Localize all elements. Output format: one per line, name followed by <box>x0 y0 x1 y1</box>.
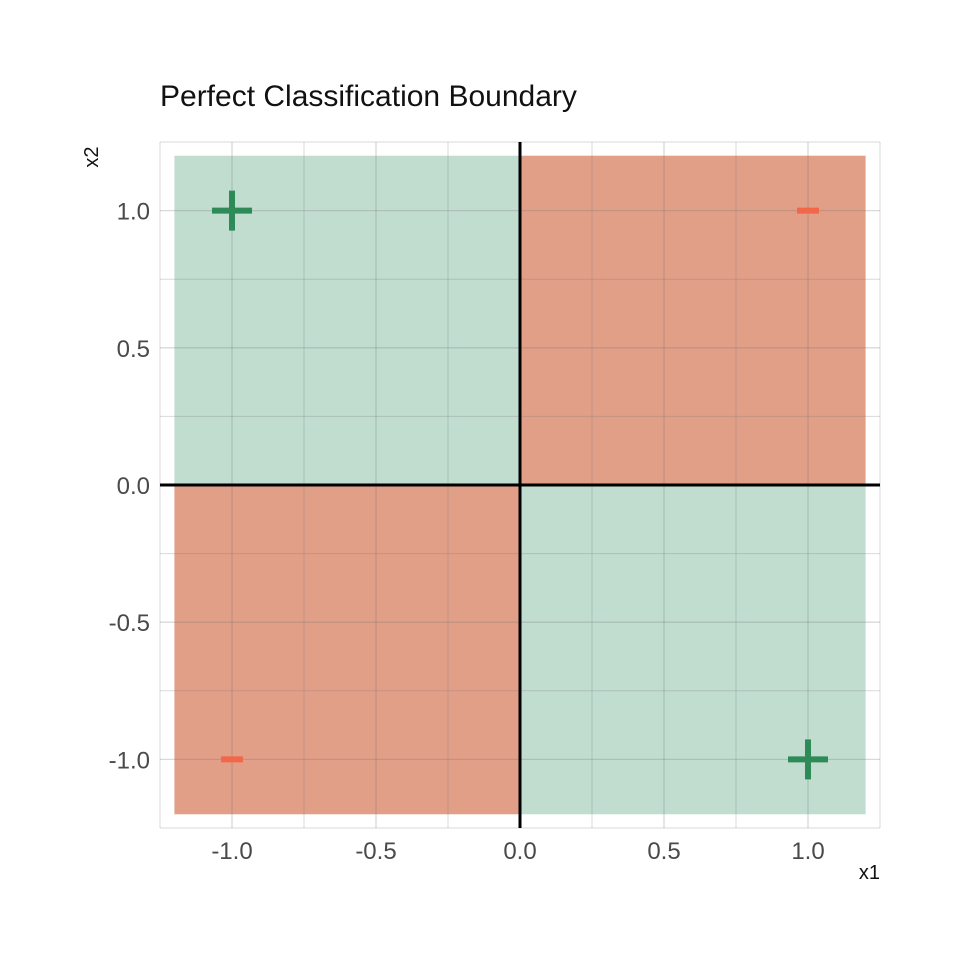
x-tick-label: -0.5 <box>355 838 396 865</box>
y-tick-label: 0.0 <box>117 473 150 500</box>
x-tick-label: 0.5 <box>647 838 680 865</box>
x-tick-label-layer: -1.0 -0.5 0.0 0.5 1.0 <box>211 838 824 865</box>
x-axis-title: x1 <box>859 862 880 884</box>
point-positive-3 <box>788 739 828 780</box>
region-negative-1 <box>520 155 866 485</box>
point-layer <box>212 190 828 780</box>
region-positive-3 <box>520 485 866 815</box>
chart-title: Perfect Classification Boundary <box>160 80 577 113</box>
x-tick-label: -1.0 <box>211 838 252 865</box>
y-tick-label: -1.0 <box>109 747 150 774</box>
y-tick-label: 1.0 <box>117 199 150 226</box>
y-tick-label: 0.5 <box>117 336 150 363</box>
x-tick-label: 0.0 <box>503 838 536 865</box>
x-tick-label: 1.0 <box>791 838 824 865</box>
y-tick-label-layer: -1.0 -0.5 0.0 0.5 1.0 <box>109 199 150 775</box>
y-tick-label: -0.5 <box>109 610 150 637</box>
region-negative-2 <box>174 485 520 815</box>
reference-line-layer <box>160 142 880 828</box>
point-positive-0 <box>212 190 252 231</box>
y-axis-title: x2 <box>81 146 103 167</box>
region-positive-0 <box>174 155 520 485</box>
